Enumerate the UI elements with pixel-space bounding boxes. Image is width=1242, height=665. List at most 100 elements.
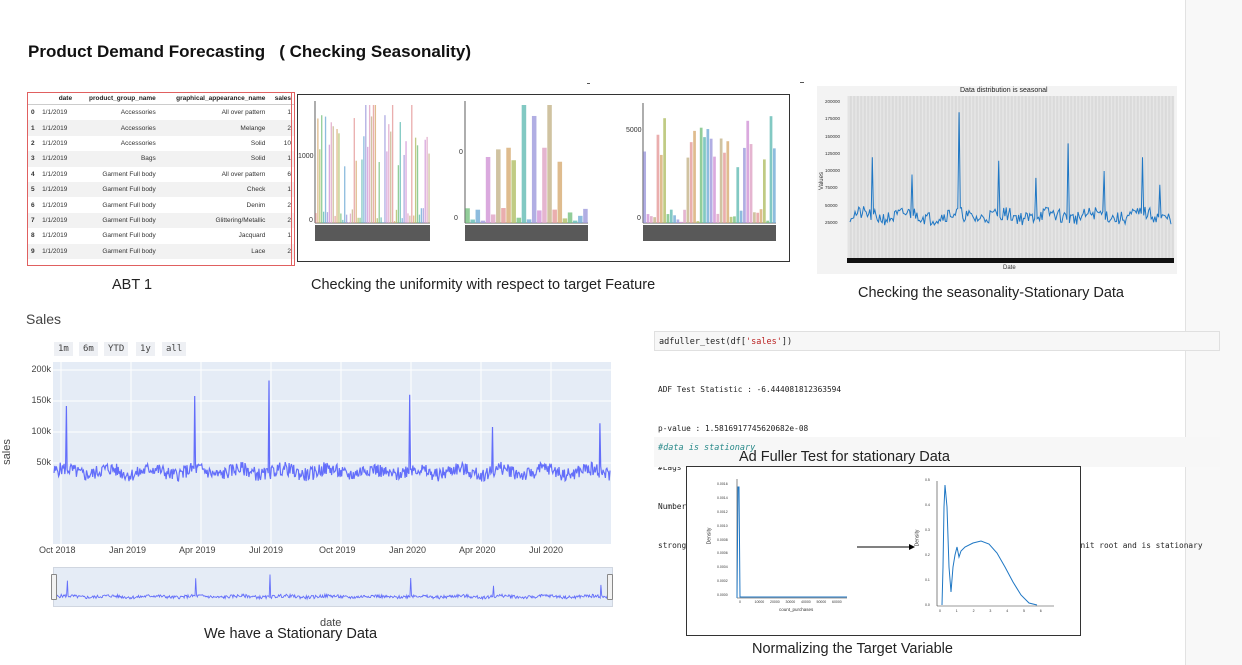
uniformity-bar xyxy=(480,220,486,223)
sales-y-axis-label: sales xyxy=(0,439,13,465)
uniformity-bar xyxy=(679,221,683,223)
uniformity-bar xyxy=(428,153,430,223)
right-density-curve xyxy=(941,484,1038,606)
range-slider-right-handle[interactable] xyxy=(607,574,613,600)
uniformity-bar xyxy=(414,137,417,223)
range-button-all[interactable]: all xyxy=(162,342,187,356)
left-density-x-tick: 0 xyxy=(739,600,741,604)
table-cell: Garment Full body xyxy=(102,170,156,178)
uniformity-bar xyxy=(353,118,355,223)
left-density-y-tick: 0.0004 xyxy=(717,565,728,570)
uniformity-bar xyxy=(572,220,578,223)
uniformity-tick-labels xyxy=(465,225,588,241)
code-string: 'sales' xyxy=(746,337,782,347)
uniformity-bar xyxy=(357,217,359,223)
right-density-x-tick: 3 xyxy=(989,609,992,613)
range-button-6m[interactable]: 6m xyxy=(79,342,98,356)
code-function: adfuller_test(df[ xyxy=(659,337,746,347)
tick-label: 0 xyxy=(309,217,313,224)
table-cell: 9 xyxy=(28,243,40,259)
seasonality-series-line xyxy=(849,112,1172,227)
right-density-y-tick: 0.2 xyxy=(925,553,930,557)
uniformity-bar xyxy=(465,208,470,223)
range-slider[interactable] xyxy=(51,567,613,607)
code-cell-comment[interactable] xyxy=(654,437,1220,467)
range-button-1y[interactable]: 1y xyxy=(136,342,155,356)
left-density-y-tick: 0.0012 xyxy=(717,509,728,514)
sales-x-tick: Apr 2019 xyxy=(179,545,216,555)
uniformity-bar xyxy=(769,116,773,223)
left-density-x-tick: 30000 xyxy=(785,600,796,604)
seasonality-y-tick: 100000 xyxy=(825,168,841,173)
sales-series-line[interactable] xyxy=(53,380,611,483)
table-cell: All over pattern xyxy=(221,109,266,117)
normalizing-density-image: Density count_purchases Density 0.0016 0.… xyxy=(686,466,1081,636)
uniformity-bar xyxy=(663,118,666,223)
seasonality-x-ticks xyxy=(847,258,1174,263)
uniformity-bar xyxy=(749,144,753,223)
uniformity-bar xyxy=(470,219,475,223)
left-density-curve xyxy=(736,486,847,599)
code-cell-adfuller[interactable]: adfuller_test(df['sales']) xyxy=(654,331,1220,351)
seasonality-y-tick: 125000 xyxy=(825,150,841,156)
tick-label: 1000 xyxy=(298,153,314,160)
uniformity-bar xyxy=(363,136,365,223)
uniformity-bar xyxy=(411,105,413,223)
uniformity-bar xyxy=(659,154,663,223)
table-header-cell: product_group_name xyxy=(75,93,159,105)
uniformity-bar xyxy=(689,142,693,223)
uniformity-bar xyxy=(388,124,390,223)
uniformity-bar xyxy=(317,118,319,223)
uniformity-bar xyxy=(653,217,656,223)
left-density-x-tick: 60000 xyxy=(832,600,842,604)
uniformity-bar xyxy=(666,214,670,223)
sales-x-tick: Jan 2020 xyxy=(389,545,427,555)
page-title: Product Demand Forecasting ( Checking Se… xyxy=(28,42,472,61)
uniformity-bar xyxy=(763,159,766,223)
range-slider-series-line xyxy=(54,574,612,601)
table-cell: 1 xyxy=(268,181,294,198)
seasonality-y-tick: 50000 xyxy=(825,202,838,208)
uniformity-bar xyxy=(365,105,367,223)
uniformity-bar xyxy=(726,141,730,223)
uniformity-bar xyxy=(420,208,423,223)
table-cell: Glittering/Metallic xyxy=(158,212,269,229)
uniformity-bar xyxy=(395,209,398,223)
uniformity-bar xyxy=(485,156,491,223)
uniformity-bar xyxy=(537,210,542,223)
uniformity-bar xyxy=(315,213,317,223)
uniformity-bar xyxy=(324,116,327,223)
uniformity-bar xyxy=(567,212,573,223)
range-slider-left-handle[interactable] xyxy=(51,574,57,600)
range-button-ytd[interactable]: YTD xyxy=(104,342,129,356)
uniformity-bar xyxy=(703,137,706,223)
left-density-y-tick: 0.0002 xyxy=(717,579,728,584)
table-cell: 8 xyxy=(31,232,35,240)
seasonality-y-tick: 175000 xyxy=(825,116,841,122)
seasonality-y-tick: 150000 xyxy=(825,133,841,139)
table-cell: Denim xyxy=(246,201,266,209)
uniformity-bar xyxy=(772,148,776,223)
range-button-1m[interactable]: 1m xyxy=(54,342,73,356)
table-row: 5 1/1/2019 Garment Full body Check 1 xyxy=(28,181,294,198)
table-header-cell xyxy=(28,93,40,105)
uniformity-bar xyxy=(706,129,710,223)
sales-x-tick: Jul 2020 xyxy=(529,545,564,555)
left-density-x-tick: 40000 xyxy=(801,600,811,604)
sales-line-chart[interactable] xyxy=(53,362,611,544)
uniformity-bar xyxy=(583,208,588,223)
uniformity-bar xyxy=(713,156,716,223)
uniformity-bar xyxy=(516,217,522,223)
uniformity-bar xyxy=(361,159,363,223)
sales-plot-area[interactable] xyxy=(53,362,611,544)
table-cell: Garment Full body xyxy=(75,181,159,198)
left-density-y-tick: 0.0000 xyxy=(717,593,728,597)
uniformity-bar xyxy=(756,212,760,223)
uniformity-bar xyxy=(380,217,382,223)
uniformity-bar xyxy=(326,212,329,223)
table-cell: 2 xyxy=(268,243,294,259)
output-line: p-value : 1.5816917745620682e-08 xyxy=(658,424,809,433)
uniformity-bar xyxy=(743,147,746,223)
uniformity-bar xyxy=(382,222,384,223)
uniformity-bar xyxy=(374,105,377,223)
